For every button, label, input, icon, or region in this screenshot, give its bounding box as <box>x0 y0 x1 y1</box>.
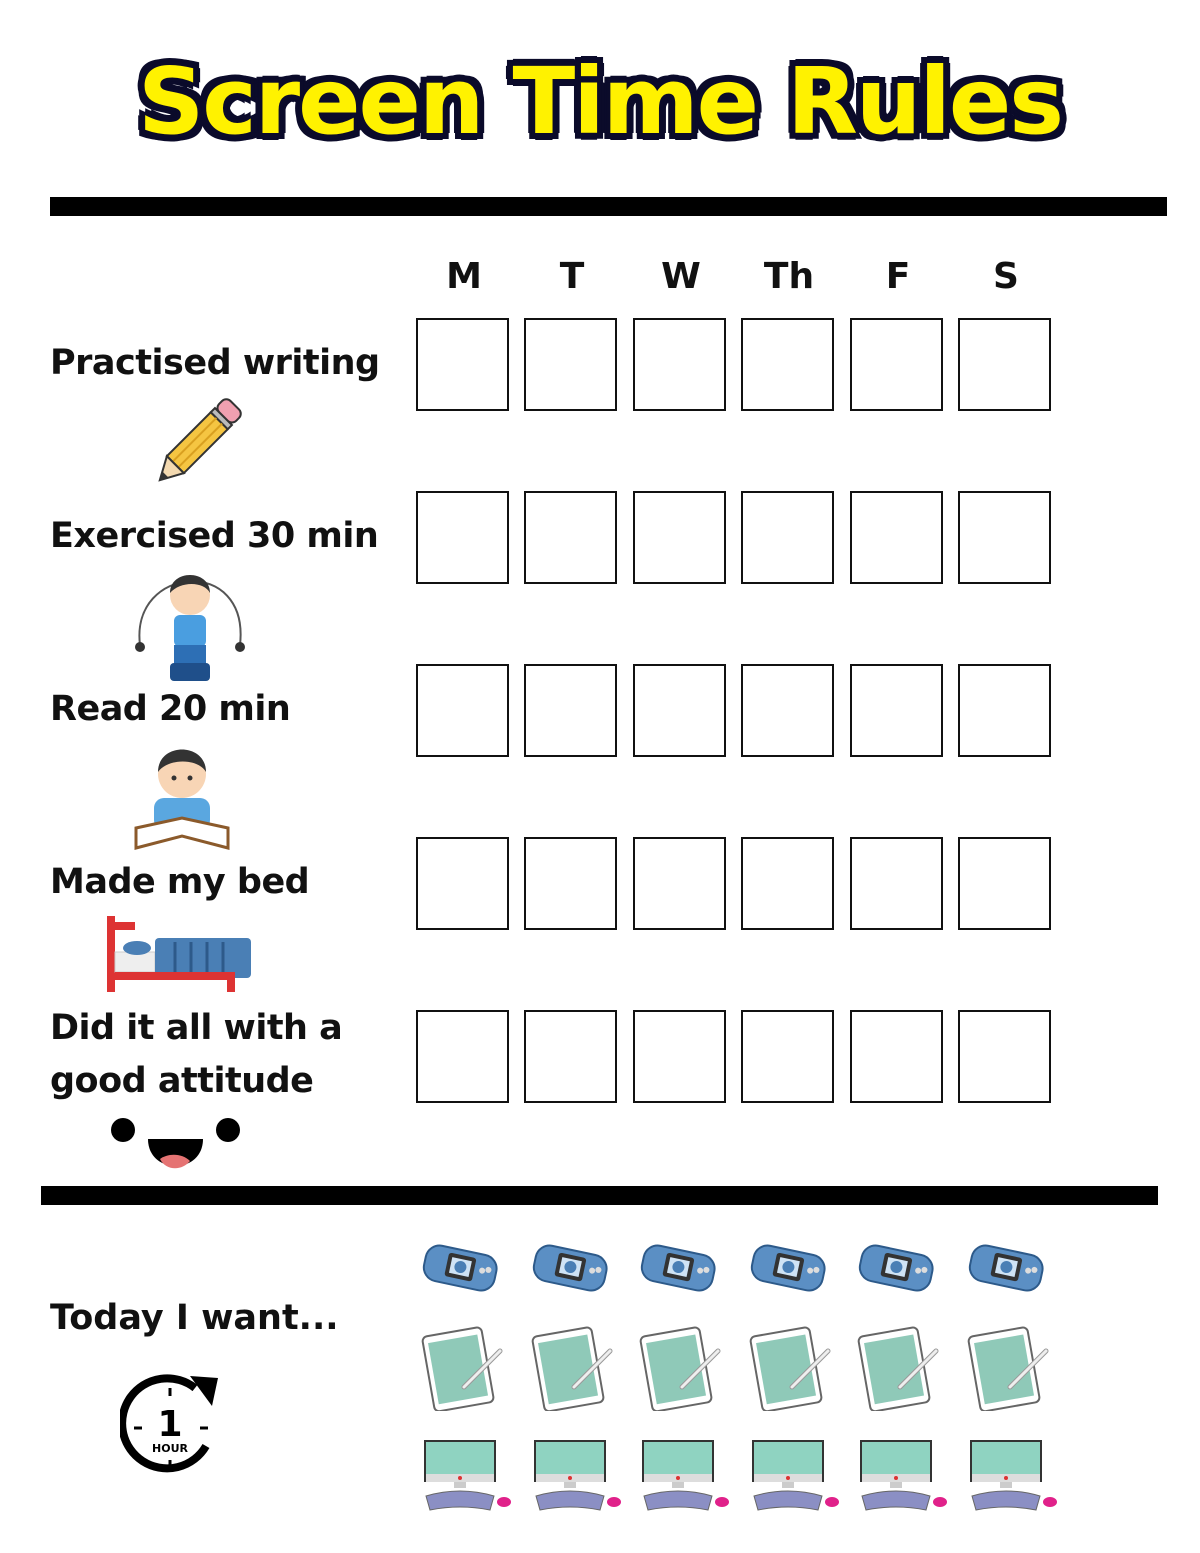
task-label: Practised writing <box>50 343 380 383</box>
tablet-with-stylus-icon[interactable] <box>638 1325 724 1415</box>
happy-face-icon <box>111 1118 240 1169</box>
tablet-with-stylus-icon[interactable] <box>966 1325 1052 1415</box>
checkbox-m-task-4[interactable] <box>416 837 509 930</box>
checkbox-s-task-3[interactable] <box>958 664 1051 757</box>
day-header: W <box>661 256 701 297</box>
day-header: Th <box>763 256 815 297</box>
checkbox-s-task-4[interactable] <box>958 837 1051 930</box>
day-header: S <box>993 256 1019 297</box>
checkbox-m-task-1[interactable] <box>416 318 509 411</box>
checkbox-t-task-5[interactable] <box>524 1010 617 1103</box>
desktop-computer-icon[interactable] <box>530 1438 622 1522</box>
task-label: Did it all with a good attitude <box>50 1002 343 1108</box>
desktop-computer-icon[interactable] <box>856 1438 948 1522</box>
reading-kid-icon <box>134 749 230 850</box>
day-header: T <box>559 256 585 297</box>
page-title: Screen Time Rules <box>137 48 1064 155</box>
checkbox-w-task-5[interactable] <box>633 1010 726 1103</box>
checkbox-s-task-1[interactable] <box>958 318 1051 411</box>
task-label-line1: Did it all with a <box>50 1008 343 1048</box>
checkbox-th-task-2[interactable] <box>741 491 834 584</box>
checkbox-w-task-4[interactable] <box>633 837 726 930</box>
tablet-with-stylus-icon[interactable] <box>530 1325 616 1415</box>
checkbox-w-task-1[interactable] <box>633 318 726 411</box>
handheld-game-console-icon[interactable] <box>530 1242 610 1300</box>
one-hour-clock-icon: 1 HOUR <box>120 1374 218 1473</box>
bottom-divider <box>41 1186 1158 1205</box>
handheld-game-console-icon[interactable] <box>420 1242 500 1300</box>
checkbox-th-task-3[interactable] <box>741 664 834 757</box>
tablet-with-stylus-icon[interactable] <box>420 1325 506 1415</box>
task-label: Made my bed <box>50 862 310 902</box>
day-header: M <box>446 256 482 297</box>
checkbox-f-task-4[interactable] <box>850 837 943 930</box>
tablet-with-stylus-icon[interactable] <box>856 1325 942 1415</box>
checkbox-f-task-1[interactable] <box>850 318 943 411</box>
top-divider <box>50 197 1167 216</box>
checkbox-t-task-4[interactable] <box>524 837 617 930</box>
checkbox-th-task-1[interactable] <box>741 318 834 411</box>
checkbox-m-task-3[interactable] <box>416 664 509 757</box>
checkbox-f-task-2[interactable] <box>850 491 943 584</box>
checkbox-f-task-5[interactable] <box>850 1010 943 1103</box>
bed-icon <box>107 916 251 992</box>
checkbox-f-task-3[interactable] <box>850 664 943 757</box>
reward-label: Today I want... <box>50 1298 339 1338</box>
clock-number: 1 <box>157 1404 182 1445</box>
checkbox-w-task-2[interactable] <box>633 491 726 584</box>
checkbox-s-task-5[interactable] <box>958 1010 1051 1103</box>
checkbox-t-task-2[interactable] <box>524 491 617 584</box>
desktop-computer-icon[interactable] <box>638 1438 730 1522</box>
checkbox-w-task-3[interactable] <box>633 664 726 757</box>
handheld-game-console-icon[interactable] <box>638 1242 718 1300</box>
pencil-icon <box>158 398 242 482</box>
checkbox-t-task-3[interactable] <box>524 664 617 757</box>
handheld-game-console-icon[interactable] <box>748 1242 828 1300</box>
desktop-computer-icon[interactable] <box>748 1438 840 1522</box>
desktop-computer-icon[interactable] <box>966 1438 1058 1522</box>
checkbox-s-task-2[interactable] <box>958 491 1051 584</box>
handheld-game-console-icon[interactable] <box>966 1242 1046 1300</box>
task-label-line2: good attitude <box>50 1061 314 1101</box>
checkbox-m-task-2[interactable] <box>416 491 509 584</box>
checkbox-th-task-4[interactable] <box>741 837 834 930</box>
checkbox-th-task-5[interactable] <box>741 1010 834 1103</box>
desktop-computer-icon[interactable] <box>420 1438 512 1522</box>
task-label: Exercised 30 min <box>50 516 379 556</box>
checkbox-m-task-5[interactable] <box>416 1010 509 1103</box>
jump-rope-kid-icon <box>135 575 245 681</box>
task-label: Read 20 min <box>50 689 291 729</box>
handheld-game-console-icon[interactable] <box>856 1242 936 1300</box>
tablet-with-stylus-icon[interactable] <box>748 1325 834 1415</box>
checkbox-t-task-1[interactable] <box>524 318 617 411</box>
day-header: F <box>885 256 911 297</box>
clock-unit: HOUR <box>152 1442 188 1455</box>
